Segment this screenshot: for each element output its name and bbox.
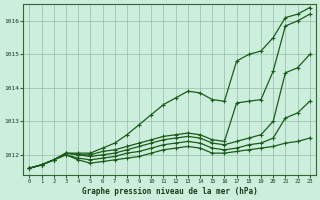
X-axis label: Graphe pression niveau de la mer (hPa): Graphe pression niveau de la mer (hPa) <box>82 187 258 196</box>
